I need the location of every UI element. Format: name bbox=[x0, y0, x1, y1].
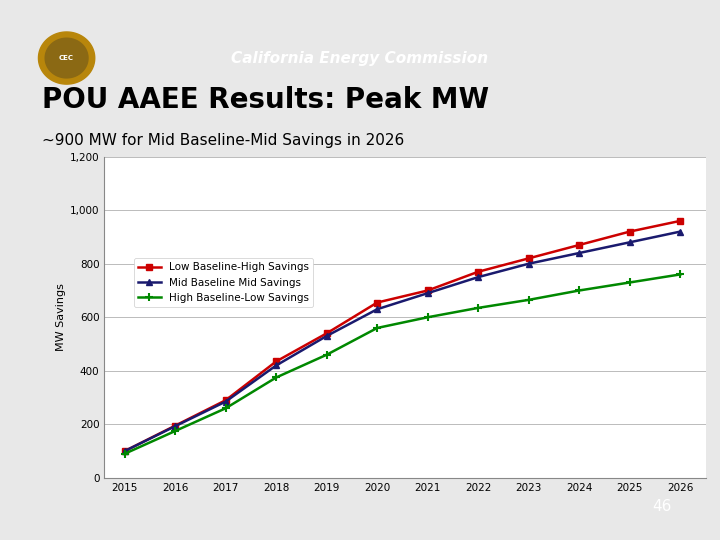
Mid Baseline Mid Savings bbox=[221, 399, 230, 405]
Mid Baseline Mid Savings bbox=[575, 249, 584, 256]
High Baseline-Low Savings bbox=[373, 325, 382, 331]
Low Baseline-High Savings bbox=[171, 422, 179, 429]
Y-axis label: MW Savings: MW Savings bbox=[55, 284, 66, 351]
High Baseline-Low Savings bbox=[272, 374, 281, 381]
High Baseline-Low Savings bbox=[171, 428, 179, 434]
Low Baseline-High Savings bbox=[575, 242, 584, 248]
High Baseline-Low Savings bbox=[423, 314, 432, 320]
Low Baseline-High Savings bbox=[524, 255, 533, 261]
High Baseline-Low Savings bbox=[626, 279, 634, 286]
Line: Mid Baseline Mid Savings: Mid Baseline Mid Savings bbox=[122, 228, 683, 454]
Low Baseline-High Savings bbox=[120, 448, 129, 454]
Text: California Energy Commission: California Energy Commission bbox=[231, 51, 489, 66]
Low Baseline-High Savings bbox=[423, 287, 432, 294]
Polygon shape bbox=[45, 38, 88, 78]
Text: POU AAEE Results: Peak MW: POU AAEE Results: Peak MW bbox=[42, 85, 490, 113]
Mid Baseline Mid Savings bbox=[171, 423, 179, 429]
High Baseline-Low Savings bbox=[323, 352, 331, 358]
Low Baseline-High Savings bbox=[221, 397, 230, 403]
High Baseline-Low Savings bbox=[120, 450, 129, 457]
Low Baseline-High Savings bbox=[676, 218, 685, 224]
High Baseline-Low Savings bbox=[524, 296, 533, 303]
Polygon shape bbox=[38, 32, 95, 84]
Low Baseline-High Savings bbox=[272, 358, 281, 365]
Mid Baseline Mid Savings bbox=[676, 228, 685, 235]
Low Baseline-High Savings bbox=[323, 330, 331, 336]
Low Baseline-High Savings bbox=[373, 299, 382, 306]
High Baseline-Low Savings bbox=[676, 271, 685, 278]
Text: ~900 MW for Mid Baseline-Mid Savings in 2026: ~900 MW for Mid Baseline-Mid Savings in … bbox=[42, 133, 405, 148]
High Baseline-Low Savings bbox=[221, 405, 230, 411]
Line: Low Baseline-High Savings: Low Baseline-High Savings bbox=[122, 218, 683, 454]
High Baseline-Low Savings bbox=[474, 305, 482, 311]
Low Baseline-High Savings bbox=[626, 228, 634, 235]
Mid Baseline Mid Savings bbox=[323, 333, 331, 339]
Mid Baseline Mid Savings bbox=[423, 290, 432, 296]
High Baseline-Low Savings bbox=[575, 287, 584, 294]
Legend: Low Baseline-High Savings, Mid Baseline Mid Savings, High Baseline-Low Savings: Low Baseline-High Savings, Mid Baseline … bbox=[134, 258, 313, 307]
Mid Baseline Mid Savings bbox=[272, 362, 281, 369]
Text: CEC: CEC bbox=[59, 55, 74, 61]
Low Baseline-High Savings bbox=[474, 268, 482, 275]
Mid Baseline Mid Savings bbox=[120, 448, 129, 454]
Mid Baseline Mid Savings bbox=[524, 260, 533, 267]
Line: High Baseline-Low Savings: High Baseline-Low Savings bbox=[121, 271, 684, 457]
Mid Baseline Mid Savings bbox=[474, 274, 482, 280]
Text: 46: 46 bbox=[652, 499, 671, 514]
Mid Baseline Mid Savings bbox=[373, 306, 382, 313]
Mid Baseline Mid Savings bbox=[626, 239, 634, 246]
